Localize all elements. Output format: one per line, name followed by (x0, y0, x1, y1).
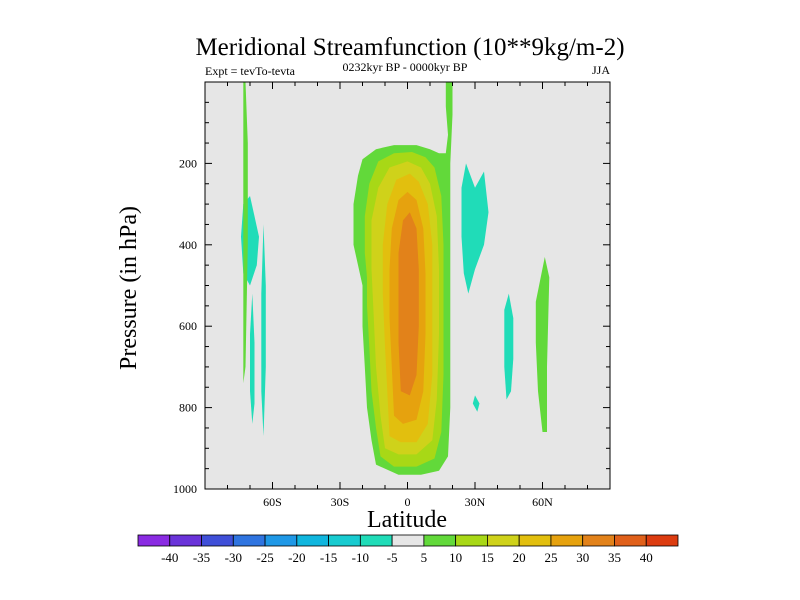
colorbar-label: -10 (352, 550, 369, 565)
x-tick-label: 30S (331, 495, 350, 509)
contour-region-7 (243, 82, 248, 384)
subtitle-left: Expt = tevTo-tevta (205, 64, 296, 78)
colorbar-label: -35 (193, 550, 210, 565)
y-tick-label: 800 (179, 401, 197, 415)
colorbar-swatch (645, 534, 679, 547)
colorbar-swatch (264, 534, 298, 547)
x-axis-ticks: 60S 30S 0 30N 60N (227, 82, 588, 509)
y-axis-ticks: 200 400 600 800 1000 (173, 101, 610, 496)
contour-region-11 (504, 293, 514, 400)
y-axis-label: Pressure (in hPa) (116, 206, 142, 370)
colorbar-swatch (201, 534, 234, 547)
colorbar-swatch (169, 534, 202, 547)
x-tick-label: 60S (263, 495, 282, 509)
x-tick-label: 30N (465, 495, 486, 509)
colorbar-label: -25 (256, 550, 273, 565)
colorbar-swatch (296, 534, 329, 547)
colorbar-swatch (328, 534, 361, 547)
colorbar-swatch (518, 534, 552, 547)
colorbar-label: 30 (576, 550, 589, 565)
subtitle-right: JJA (592, 63, 610, 77)
colorbar-label: -5 (387, 550, 398, 565)
colorbar-label: -20 (288, 550, 305, 565)
colorbar-swatch (137, 534, 171, 547)
colorbar-label: 40 (640, 550, 653, 565)
contour-regions (241, 82, 550, 475)
contour-region-9 (261, 224, 266, 437)
x-axis-label: Latitude (367, 507, 447, 533)
colorbar-label: 15 (481, 550, 494, 565)
colorbar-swatch (455, 534, 488, 547)
colorbar-swatch (614, 534, 647, 547)
colorbar-label: 10 (449, 550, 462, 565)
x-tick-label: 60N (532, 495, 553, 509)
contour-region-13 (535, 257, 550, 432)
contour-region-8 (250, 293, 255, 424)
y-tick-label: 200 (179, 156, 197, 170)
colorbar-label: 35 (608, 550, 621, 565)
y-tick-label: 1000 (173, 482, 197, 496)
colorbar-label: 5 (421, 550, 428, 565)
colorbar-swatch (582, 534, 615, 547)
colorbar: -40 -35 -30 -25 -20 -15 -10 -5 5 10 15 20 25 30 35 40 (137, 534, 679, 565)
colorbar-label: 20 (513, 550, 526, 565)
chart-title: Meridional Streamfunction (10**9kg/m-2) (195, 34, 624, 61)
colorbar-swatch (359, 534, 393, 547)
colorbar-swatch (423, 534, 457, 547)
colorbar-swatch (391, 534, 425, 547)
colorbar-swatch (487, 534, 520, 547)
contour-region-10 (461, 163, 489, 294)
subtitle-center: 0232kyr BP - 0000kyr BP (343, 60, 468, 74)
y-tick-label: 400 (179, 238, 197, 252)
colorbar-swatch (550, 534, 584, 547)
colorbar-label: 25 (544, 550, 557, 565)
colorbar-label: -30 (225, 550, 242, 565)
colorbar-swatch (232, 534, 266, 547)
contour-region-5 (398, 212, 419, 396)
colorbar-label: -40 (161, 550, 178, 565)
contour-region-12 (472, 395, 480, 412)
y-tick-label: 600 (179, 319, 197, 333)
x-tick-label: 0 (405, 495, 411, 509)
colorbar-label: -15 (320, 550, 337, 565)
